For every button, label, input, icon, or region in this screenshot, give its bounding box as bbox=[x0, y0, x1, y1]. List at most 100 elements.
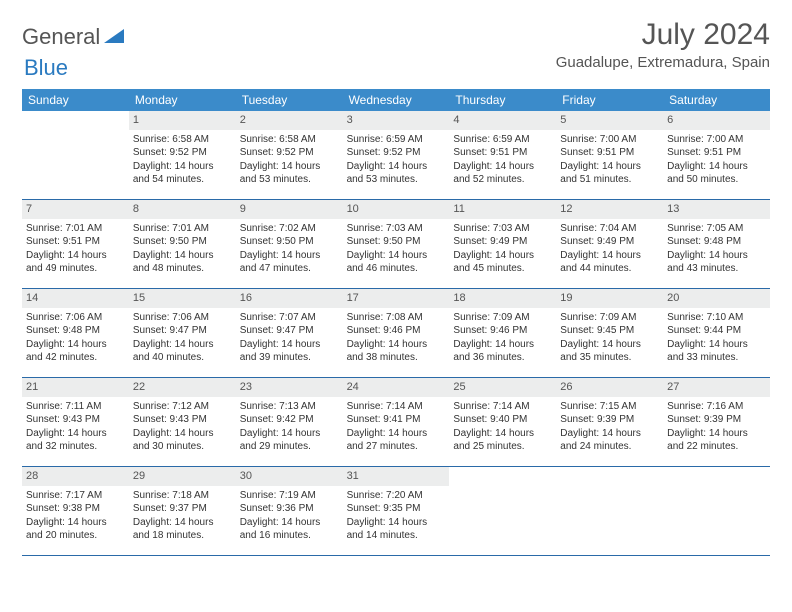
day-number: 7 bbox=[22, 200, 129, 219]
sunset-line: Sunset: 9:42 PM bbox=[240, 413, 339, 427]
sunrise-line: Sunrise: 7:03 AM bbox=[453, 222, 552, 236]
sunset-line: Sunset: 9:46 PM bbox=[347, 324, 446, 338]
calendar-day: 15Sunrise: 7:06 AMSunset: 9:47 PMDayligh… bbox=[129, 289, 236, 377]
day-number: 25 bbox=[449, 378, 556, 397]
daylight-line: Daylight: 14 hours and 29 minutes. bbox=[240, 427, 339, 454]
sunset-line: Sunset: 9:51 PM bbox=[560, 146, 659, 160]
daylight-line: Daylight: 14 hours and 33 minutes. bbox=[667, 338, 766, 365]
day-number: 21 bbox=[22, 378, 129, 397]
day-number: 5 bbox=[556, 111, 663, 130]
daylight-line: Daylight: 14 hours and 49 minutes. bbox=[26, 249, 125, 276]
day-number: 17 bbox=[343, 289, 450, 308]
calendar-day: 9Sunrise: 7:02 AMSunset: 9:50 PMDaylight… bbox=[236, 200, 343, 288]
sunset-line: Sunset: 9:37 PM bbox=[133, 502, 232, 516]
sunset-line: Sunset: 9:50 PM bbox=[240, 235, 339, 249]
day-number: 29 bbox=[129, 467, 236, 486]
logo-word-1: General bbox=[22, 24, 100, 50]
sunset-line: Sunset: 9:51 PM bbox=[667, 146, 766, 160]
day-number: 26 bbox=[556, 378, 663, 397]
sunset-line: Sunset: 9:47 PM bbox=[240, 324, 339, 338]
calendar-day: 3 Sunrise: 6:59 AMSunset: 9:52 PMDaylight… bbox=[343, 111, 450, 199]
calendar-day: 23Sunrise: 7:13 AMSunset: 9:42 PMDayligh… bbox=[236, 378, 343, 466]
sunrise-line: Sunrise: 6:58 AM bbox=[133, 133, 232, 147]
day-number: 10 bbox=[343, 200, 450, 219]
calendar-day: 19Sunrise: 7:09 AMSunset: 9:45 PMDayligh… bbox=[556, 289, 663, 377]
daylight-line: Daylight: 14 hours and 46 minutes. bbox=[347, 249, 446, 276]
sunrise-line: Sunrise: 7:01 AM bbox=[26, 222, 125, 236]
daylight-line: Daylight: 14 hours and 32 minutes. bbox=[26, 427, 125, 454]
daylight-line: Daylight: 14 hours and 38 minutes. bbox=[347, 338, 446, 365]
calendar-day: 5Sunrise: 7:00 AMSunset: 9:51 PMDaylight… bbox=[556, 111, 663, 199]
sunrise-line: Sunrise: 7:17 AM bbox=[26, 489, 125, 503]
day-number bbox=[663, 467, 770, 486]
calendar-day: 2Sunrise: 6:58 AMSunset: 9:52 PMDaylight… bbox=[236, 111, 343, 199]
sunset-line: Sunset: 9:50 PM bbox=[347, 235, 446, 249]
sunrise-line: Sunrise: 7:06 AM bbox=[26, 311, 125, 325]
month-title: July 2024 bbox=[556, 18, 770, 52]
daylight-line: Daylight: 14 hours and 53 minutes. bbox=[347, 160, 446, 187]
sunset-line: Sunset: 9:41 PM bbox=[347, 413, 446, 427]
day-number: 12 bbox=[556, 200, 663, 219]
daylight-line: Daylight: 14 hours and 40 minutes. bbox=[133, 338, 232, 365]
daylight-line: Daylight: 14 hours and 35 minutes. bbox=[560, 338, 659, 365]
daylight-line: Daylight: 14 hours and 16 minutes. bbox=[240, 516, 339, 543]
day-number: 11 bbox=[449, 200, 556, 219]
daylight-line: Daylight: 14 hours and 25 minutes. bbox=[453, 427, 552, 454]
sunset-line: Sunset: 9:50 PM bbox=[133, 235, 232, 249]
calendar-day: 26Sunrise: 7:15 AMSunset: 9:39 PMDayligh… bbox=[556, 378, 663, 466]
day-number: 8 bbox=[129, 200, 236, 219]
sunrise-line: Sunrise: 6:59 AM bbox=[347, 133, 446, 147]
day-number: 31 bbox=[343, 467, 450, 486]
daylight-line: Daylight: 14 hours and 39 minutes. bbox=[240, 338, 339, 365]
sunrise-line: Sunrise: 6:59 AM bbox=[453, 133, 552, 147]
day-number: 2 bbox=[236, 111, 343, 130]
sunset-line: Sunset: 9:40 PM bbox=[453, 413, 552, 427]
sunset-line: Sunset: 9:35 PM bbox=[347, 502, 446, 516]
daylight-line: Daylight: 14 hours and 20 minutes. bbox=[26, 516, 125, 543]
daylight-line: Daylight: 14 hours and 43 minutes. bbox=[667, 249, 766, 276]
sunset-line: Sunset: 9:49 PM bbox=[560, 235, 659, 249]
calendar-day bbox=[449, 467, 556, 555]
daylight-line: Daylight: 14 hours and 30 minutes. bbox=[133, 427, 232, 454]
sunrise-line: Sunrise: 7:01 AM bbox=[133, 222, 232, 236]
daylight-line: Daylight: 14 hours and 14 minutes. bbox=[347, 516, 446, 543]
day-number: 27 bbox=[663, 378, 770, 397]
calendar-day: 31Sunrise: 7:20 AMSunset: 9:35 PMDayligh… bbox=[343, 467, 450, 555]
daylight-line: Daylight: 14 hours and 50 minutes. bbox=[667, 160, 766, 187]
sunrise-line: Sunrise: 7:15 AM bbox=[560, 400, 659, 414]
day-number: 9 bbox=[236, 200, 343, 219]
sunrise-line: Sunrise: 7:10 AM bbox=[667, 311, 766, 325]
sunset-line: Sunset: 9:39 PM bbox=[560, 413, 659, 427]
calendar-day bbox=[22, 111, 129, 199]
daylight-line: Daylight: 14 hours and 22 minutes. bbox=[667, 427, 766, 454]
calendar-day: 28Sunrise: 7:17 AMSunset: 9:38 PMDayligh… bbox=[22, 467, 129, 555]
calendar-day: 25Sunrise: 7:14 AMSunset: 9:40 PMDayligh… bbox=[449, 378, 556, 466]
day-number: 22 bbox=[129, 378, 236, 397]
sunrise-line: Sunrise: 6:58 AM bbox=[240, 133, 339, 147]
day-number: 14 bbox=[22, 289, 129, 308]
sunset-line: Sunset: 9:51 PM bbox=[26, 235, 125, 249]
day-number: 24 bbox=[343, 378, 450, 397]
day-number: 28 bbox=[22, 467, 129, 486]
day-number: 16 bbox=[236, 289, 343, 308]
sunset-line: Sunset: 9:52 PM bbox=[347, 146, 446, 160]
sunrise-line: Sunrise: 7:03 AM bbox=[347, 222, 446, 236]
calendar-day: 1Sunrise: 6:58 AMSunset: 9:52 PMDaylight… bbox=[129, 111, 236, 199]
logo: General bbox=[22, 18, 126, 50]
daylight-line: Daylight: 14 hours and 18 minutes. bbox=[133, 516, 232, 543]
calendar-week: 1Sunrise: 6:58 AMSunset: 9:52 PMDaylight… bbox=[22, 111, 770, 200]
sunrise-line: Sunrise: 7:19 AM bbox=[240, 489, 339, 503]
day-number: 3 bbox=[343, 111, 450, 130]
sunset-line: Sunset: 9:49 PM bbox=[453, 235, 552, 249]
day-number: 1 bbox=[129, 111, 236, 130]
day-number bbox=[22, 111, 129, 130]
sunrise-line: Sunrise: 7:09 AM bbox=[560, 311, 659, 325]
day-number: 18 bbox=[449, 289, 556, 308]
calendar-day: 11Sunrise: 7:03 AMSunset: 9:49 PMDayligh… bbox=[449, 200, 556, 288]
daylight-line: Daylight: 14 hours and 54 minutes. bbox=[133, 160, 232, 187]
daylight-line: Daylight: 14 hours and 53 minutes. bbox=[240, 160, 339, 187]
day-number: 4 bbox=[449, 111, 556, 130]
day-number: 19 bbox=[556, 289, 663, 308]
sunrise-line: Sunrise: 7:12 AM bbox=[133, 400, 232, 414]
weekday-header: Sunday bbox=[22, 89, 129, 111]
